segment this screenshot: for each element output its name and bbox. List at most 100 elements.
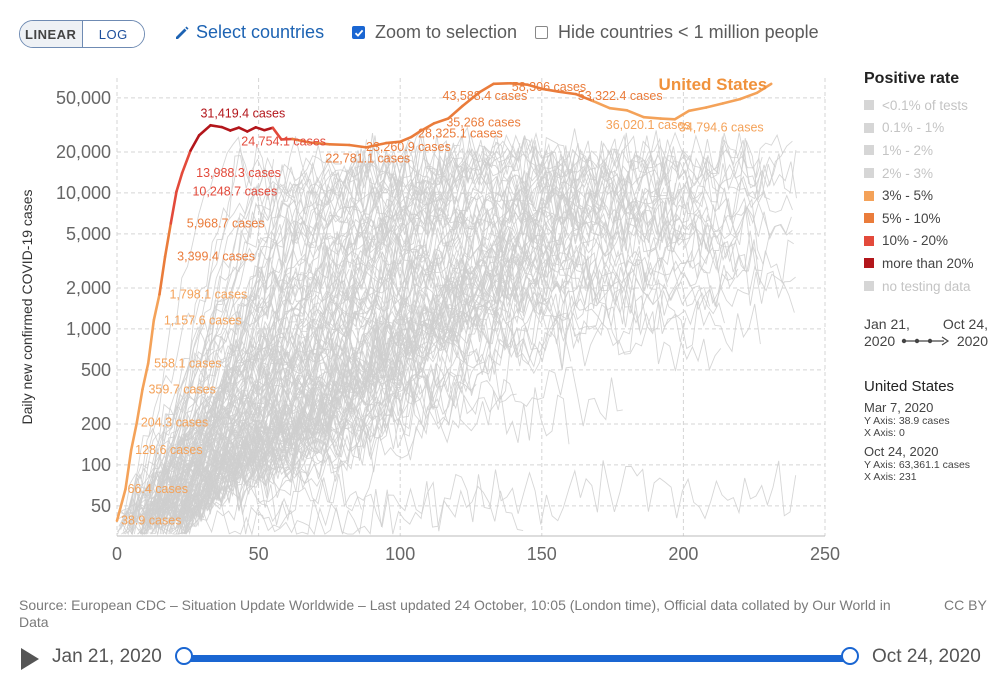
select-countries-button[interactable]: Select countries bbox=[174, 22, 324, 43]
background-country-line bbox=[155, 126, 491, 526]
y-tick-label: 200 bbox=[81, 414, 111, 434]
us-line-segment bbox=[291, 137, 311, 144]
timeline-track[interactable] bbox=[184, 655, 850, 662]
info-country: United States bbox=[864, 378, 955, 395]
background-country-line bbox=[143, 481, 524, 535]
legend-label: 2% - 3% bbox=[882, 165, 934, 181]
series-info: United States Mar 7, 2020 Y Axis: 38.9 c… bbox=[864, 378, 994, 489]
background-country-line bbox=[183, 189, 468, 517]
background-country-line bbox=[137, 169, 676, 535]
info-first-date: Mar 7, 2020 bbox=[864, 400, 934, 415]
y-tick-label: 1,000 bbox=[66, 319, 111, 339]
legend-label: 10% - 20% bbox=[882, 233, 949, 249]
us-line-segment bbox=[158, 255, 167, 296]
background-country-line bbox=[122, 153, 391, 532]
us-line-segment bbox=[540, 87, 561, 94]
license-link[interactable]: CC BY bbox=[944, 597, 987, 613]
background-country-line bbox=[157, 175, 504, 512]
timeline-end-label: Oct 24, 2020 bbox=[872, 646, 981, 667]
united-states-line[interactable]: United States bbox=[115, 75, 773, 523]
x-tick-label: 200 bbox=[668, 544, 698, 564]
zoom-to-selection-checkbox[interactable]: Zoom to selection bbox=[352, 22, 517, 43]
value-annotation: 3,399.4 cases bbox=[177, 250, 255, 264]
timeline-end-handle[interactable] bbox=[841, 647, 859, 665]
us-line-segment bbox=[418, 121, 436, 133]
y-tick-label: 5,000 bbox=[66, 224, 111, 244]
us-line-segment bbox=[509, 81, 529, 87]
legend-swatch bbox=[864, 145, 874, 156]
value-annotation: 38.9 cases bbox=[121, 514, 181, 528]
us-line-segment bbox=[262, 126, 275, 132]
info-last-y: Y Axis: 63,361.1 cases bbox=[864, 459, 971, 471]
legend-item[interactable]: <0.1% of tests bbox=[864, 94, 1000, 117]
pencil-icon bbox=[176, 26, 189, 39]
value-annotation: 1,157.6 cases bbox=[164, 313, 242, 327]
background-country-line bbox=[166, 166, 576, 531]
log-scale-button[interactable]: LOG bbox=[82, 21, 144, 47]
y-tick-label: 50,000 bbox=[56, 88, 111, 108]
us-line-segment bbox=[129, 421, 139, 452]
timeline-slider: Jan 21, 2020 Oct 24, 2020 bbox=[0, 640, 1000, 676]
info-first-x: X Axis: 0 bbox=[864, 427, 905, 439]
background-country-line bbox=[173, 409, 344, 535]
background-country-line bbox=[154, 144, 275, 522]
background-country-line bbox=[155, 128, 621, 529]
background-country-line bbox=[137, 159, 468, 535]
y-tick-label: 100 bbox=[81, 455, 111, 475]
us-line-segment bbox=[625, 108, 646, 119]
legend-swatch bbox=[864, 100, 874, 111]
us-line-segment bbox=[446, 104, 464, 120]
legend-swatch bbox=[864, 122, 874, 133]
legend-label: <0.1% of tests bbox=[882, 97, 968, 113]
us-line-segment bbox=[197, 124, 212, 137]
background-country-line bbox=[184, 170, 577, 530]
us-line-segment bbox=[557, 90, 578, 96]
hide-small-countries-checkbox[interactable]: Hide countries < 1 million people bbox=[535, 22, 819, 43]
legend-item[interactable]: more than 20% bbox=[864, 252, 1000, 275]
us-line-segment bbox=[591, 99, 612, 110]
legend-item[interactable]: 1% - 2% bbox=[864, 139, 1000, 162]
legend-item[interactable]: 10% - 20% bbox=[864, 230, 1000, 253]
axes: 501002005001,0002,0005,00010,00020,00050… bbox=[19, 88, 840, 580]
us-line-segment bbox=[141, 362, 150, 391]
x-tick-label: 50 bbox=[249, 544, 269, 564]
background-country-line bbox=[122, 224, 514, 536]
value-annotation: 24,754.1 cases bbox=[241, 134, 326, 148]
mini-timeline-start: Jan 21, 2020 bbox=[864, 316, 910, 350]
background-country-line bbox=[120, 245, 739, 530]
legend-item[interactable]: 5% - 10% bbox=[864, 207, 1000, 230]
background-country-line bbox=[149, 166, 298, 528]
us-line-segment bbox=[492, 81, 512, 86]
legend-item[interactable]: 2% - 3% bbox=[864, 162, 1000, 185]
background-country-line bbox=[130, 155, 342, 535]
us-line-segment bbox=[721, 97, 742, 105]
us-line-segment bbox=[608, 106, 629, 112]
chart-area: United States 38.9 cases 66.4 cases 128.6 … bbox=[19, 75, 840, 580]
linear-scale-button[interactable]: LINEAR bbox=[20, 21, 83, 47]
value-annotations: 38.9 cases 66.4 cases 128.6 cases 204.3 cas… bbox=[121, 80, 764, 528]
legend-item[interactable]: 0.1% - 1% bbox=[864, 117, 1000, 140]
hide-small-checkbox-box[interactable] bbox=[535, 26, 548, 39]
legend-item[interactable]: 3% - 5% bbox=[864, 184, 1000, 207]
x-tick-label: 150 bbox=[527, 544, 557, 564]
legend-swatch bbox=[864, 190, 874, 201]
value-annotation: 558.1 cases bbox=[154, 356, 221, 370]
us-line-segment bbox=[237, 126, 249, 133]
y-tick-label: 2,000 bbox=[66, 278, 111, 298]
y-tick-label: 10,000 bbox=[56, 183, 111, 203]
timeline-start-handle[interactable] bbox=[175, 647, 193, 665]
us-line-segment bbox=[738, 91, 759, 101]
y-tick-label: 20,000 bbox=[56, 142, 111, 162]
legend-item[interactable]: no testing data bbox=[864, 275, 1000, 298]
us-line-segment bbox=[146, 318, 156, 365]
x-tick-label: 250 bbox=[810, 544, 840, 564]
background-country-line bbox=[173, 139, 367, 521]
info-first-point: Mar 7, 2020 Y Axis: 38.9 cases X Axis: 0 bbox=[864, 400, 994, 440]
play-icon[interactable] bbox=[21, 648, 39, 670]
us-line-segment bbox=[189, 134, 201, 152]
us-line-segment bbox=[478, 82, 496, 94]
zoom-checkbox-box[interactable] bbox=[352, 26, 365, 39]
background-country-line bbox=[142, 179, 370, 529]
background-country-line bbox=[118, 292, 261, 515]
background-country-line bbox=[159, 161, 319, 517]
